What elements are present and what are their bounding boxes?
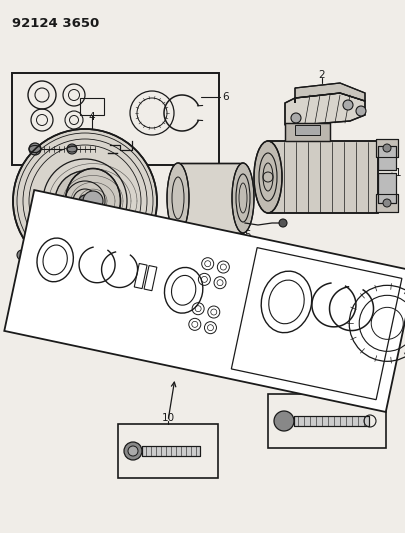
Circle shape xyxy=(273,411,293,431)
Text: 92124 3650: 92124 3650 xyxy=(12,17,99,30)
Text: 8: 8 xyxy=(309,266,316,276)
Circle shape xyxy=(79,195,91,207)
Bar xyxy=(80,98,104,115)
Bar xyxy=(293,416,368,426)
Circle shape xyxy=(290,113,300,123)
Text: 10: 10 xyxy=(161,413,174,423)
Bar xyxy=(177,163,243,233)
Text: 3: 3 xyxy=(194,240,201,250)
Polygon shape xyxy=(284,93,364,125)
Circle shape xyxy=(55,171,115,231)
Bar xyxy=(231,248,401,400)
Ellipse shape xyxy=(65,168,120,233)
Circle shape xyxy=(382,199,390,207)
Circle shape xyxy=(278,219,286,227)
Circle shape xyxy=(13,129,157,273)
Circle shape xyxy=(29,143,41,155)
Circle shape xyxy=(128,446,138,456)
Circle shape xyxy=(342,100,352,110)
Circle shape xyxy=(124,442,142,460)
Ellipse shape xyxy=(231,163,254,233)
Ellipse shape xyxy=(254,141,281,213)
Bar xyxy=(377,173,395,203)
Text: 2: 2 xyxy=(318,70,324,80)
Bar xyxy=(142,446,200,456)
Bar xyxy=(375,139,397,157)
Text: 5: 5 xyxy=(244,230,251,240)
Circle shape xyxy=(67,144,77,154)
Bar xyxy=(4,190,405,412)
Bar xyxy=(267,394,385,448)
Bar xyxy=(177,163,243,233)
Bar xyxy=(377,146,395,170)
Bar xyxy=(284,123,329,141)
Bar xyxy=(294,125,319,135)
Text: 6: 6 xyxy=(222,92,228,102)
Bar xyxy=(377,146,395,170)
Text: 9: 9 xyxy=(323,382,330,392)
Bar xyxy=(12,73,218,165)
Bar xyxy=(284,123,329,141)
Text: 1: 1 xyxy=(394,168,401,178)
Circle shape xyxy=(382,144,390,152)
Circle shape xyxy=(355,106,365,116)
Circle shape xyxy=(17,250,27,260)
Bar xyxy=(142,446,200,456)
Text: 4: 4 xyxy=(88,112,95,122)
Polygon shape xyxy=(294,83,364,103)
Bar xyxy=(375,194,397,212)
Bar xyxy=(375,139,397,157)
Circle shape xyxy=(83,191,103,211)
Bar xyxy=(293,416,368,426)
Bar xyxy=(118,424,217,478)
Bar xyxy=(267,141,377,213)
Bar xyxy=(377,173,395,203)
Ellipse shape xyxy=(166,163,189,233)
Bar xyxy=(375,194,397,212)
Bar xyxy=(267,141,377,213)
